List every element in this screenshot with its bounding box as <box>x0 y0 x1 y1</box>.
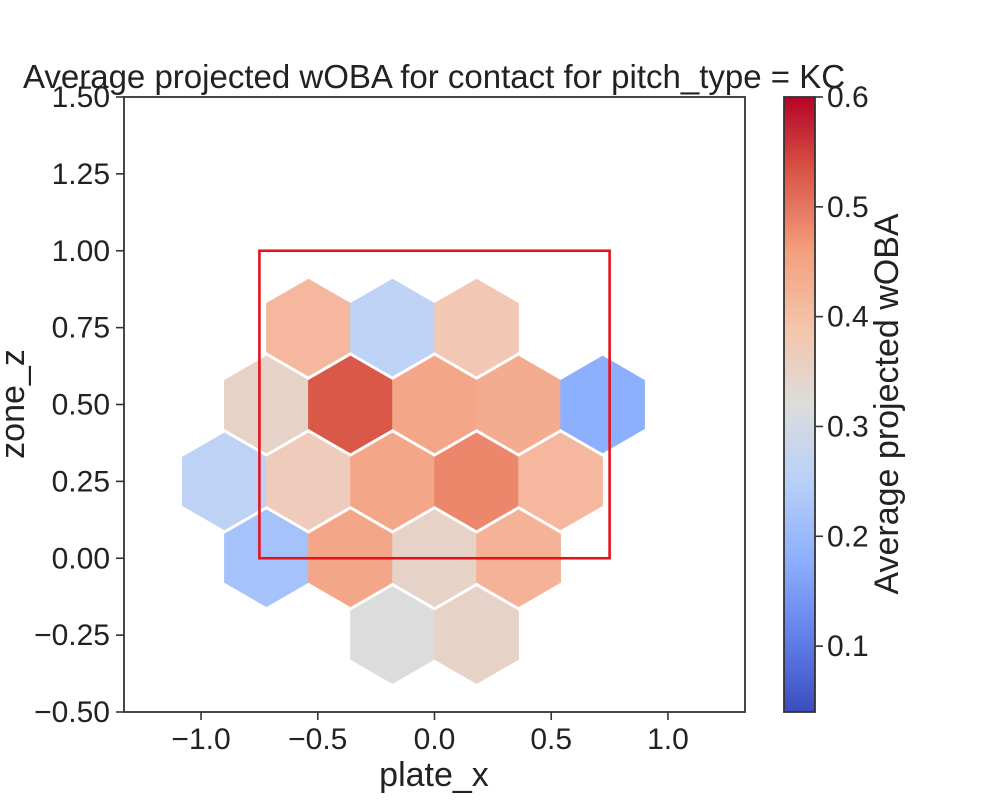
y-axis-label: zone_z <box>0 349 32 459</box>
hex-cell <box>224 355 309 454</box>
y-tick-label: 1.50 <box>52 81 110 114</box>
hex-cell <box>182 432 267 531</box>
y-tick-label: 0.75 <box>52 312 110 345</box>
hex-cell <box>350 278 435 377</box>
colorbar-tick-label: 0.5 <box>827 191 869 224</box>
y-tick-label: 0.25 <box>52 465 110 498</box>
x-tick-label: 1.0 <box>647 723 689 756</box>
hex-cell <box>518 432 603 531</box>
hex-cell <box>434 586 519 684</box>
colorbar-gradient <box>783 96 816 713</box>
colorbar-tick-label: 0.4 <box>827 301 869 334</box>
y-tick-label: 1.25 <box>52 158 110 191</box>
hex-cell <box>476 355 561 454</box>
strike-zone-box <box>258 249 611 560</box>
colorbar: 0.1 0.2 0.3 0.4 0.5 0.6 Average projected wOB… <box>783 81 906 713</box>
x-tick-label: −1.0 <box>171 723 230 756</box>
hex-cell <box>434 278 519 377</box>
colorbar-tick-label: 0.1 <box>827 630 869 663</box>
x-axis-ticks: −1.0 −0.5 0.0 0.5 1.0 <box>171 712 689 756</box>
y-tick-label: 0.00 <box>52 542 110 575</box>
x-tick-label: 0.0 <box>414 723 456 756</box>
chart-title: Average projected wOBA for contact for p… <box>23 58 845 95</box>
strike-zone-layer <box>258 249 611 560</box>
y-tick-label: 0.50 <box>52 389 110 422</box>
hex-cell <box>350 586 435 684</box>
colorbar-tick-label: 0.3 <box>827 410 869 443</box>
hex-cell <box>392 355 477 454</box>
x-tick-label: 0.5 <box>530 723 572 756</box>
hex-cell <box>434 432 519 531</box>
y-tick-label: 1.00 <box>52 235 110 268</box>
hex-cell <box>266 432 351 531</box>
hex-cell <box>350 432 435 531</box>
colorbar-label: Average projected wOBA <box>868 213 906 594</box>
hex-cell <box>266 278 351 377</box>
y-tick-label: −0.50 <box>34 696 110 729</box>
hex-cell <box>560 355 645 454</box>
hexbin-cells <box>182 278 645 684</box>
colorbar-ticks: 0.1 0.2 0.3 0.4 0.5 0.6 <box>815 81 869 663</box>
x-tick-label: −0.5 <box>288 723 347 756</box>
colorbar-tick-label: 0.6 <box>827 81 869 114</box>
hex-cell <box>308 355 393 454</box>
x-axis-label: plate_x <box>379 756 489 794</box>
y-tick-label: −0.25 <box>34 619 110 652</box>
y-axis-ticks: −0.50 −0.25 0.00 0.25 0.50 0.75 1.00 1.25 1.50 <box>34 81 124 729</box>
colorbar-tick-label: 0.2 <box>827 520 869 553</box>
